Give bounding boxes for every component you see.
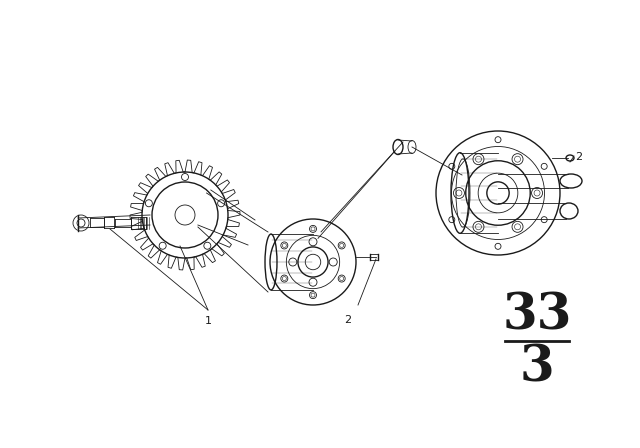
Text: 33: 33 xyxy=(502,291,572,340)
Text: 2: 2 xyxy=(575,152,582,162)
Text: 1: 1 xyxy=(205,316,211,326)
Text: 3: 3 xyxy=(520,344,554,393)
Text: 2: 2 xyxy=(344,315,351,325)
